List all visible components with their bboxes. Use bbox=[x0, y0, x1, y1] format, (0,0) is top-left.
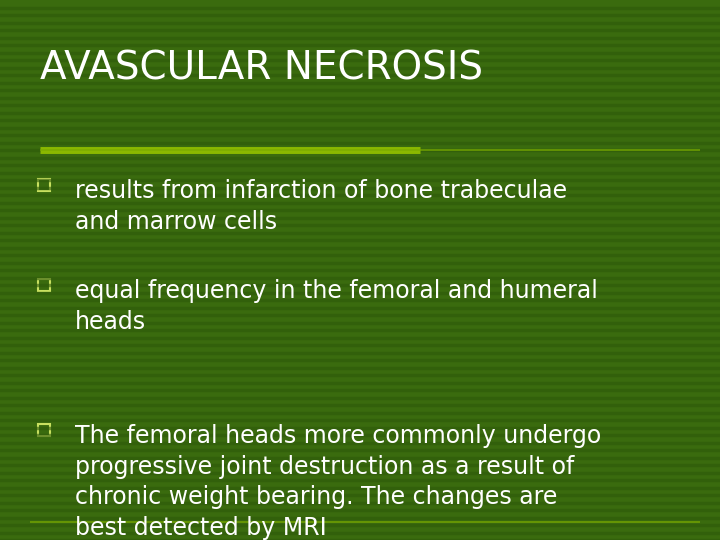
Bar bbox=[38, 279, 50, 291]
Text: AVASCULAR NECROSIS: AVASCULAR NECROSIS bbox=[40, 50, 483, 88]
Text: The femoral heads more commonly undergo
progressive joint destruction as a resul: The femoral heads more commonly undergo … bbox=[75, 424, 601, 540]
Text: equal frequency in the femoral and humeral
heads: equal frequency in the femoral and humer… bbox=[75, 279, 598, 334]
Bar bbox=[38, 179, 50, 191]
Text: results from infarction of bone trabeculae
and marrow cells: results from infarction of bone trabecul… bbox=[75, 179, 567, 234]
Bar bbox=[38, 424, 50, 436]
